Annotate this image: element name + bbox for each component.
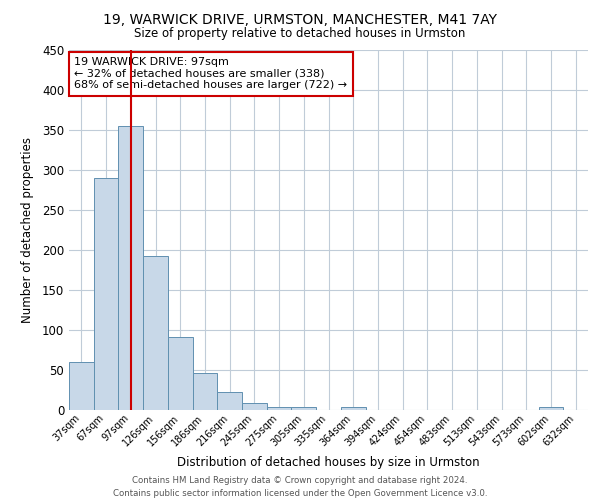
X-axis label: Distribution of detached houses by size in Urmston: Distribution of detached houses by size … bbox=[177, 456, 480, 469]
Y-axis label: Number of detached properties: Number of detached properties bbox=[20, 137, 34, 323]
Bar bbox=[539, 407, 563, 410]
Text: 19 WARWICK DRIVE: 97sqm
← 32% of detached houses are smaller (338)
68% of semi-d: 19 WARWICK DRIVE: 97sqm ← 32% of detache… bbox=[74, 57, 347, 90]
Bar bbox=[217, 392, 242, 410]
Text: 19, WARWICK DRIVE, URMSTON, MANCHESTER, M41 7AY: 19, WARWICK DRIVE, URMSTON, MANCHESTER, … bbox=[103, 12, 497, 26]
Bar bbox=[292, 407, 316, 410]
Bar bbox=[69, 362, 94, 410]
Bar bbox=[143, 256, 168, 410]
Bar bbox=[193, 373, 217, 410]
Text: Contains HM Land Registry data © Crown copyright and database right 2024.
Contai: Contains HM Land Registry data © Crown c… bbox=[113, 476, 487, 498]
Bar bbox=[94, 178, 118, 410]
Bar bbox=[118, 126, 143, 410]
Bar bbox=[267, 407, 292, 410]
Bar bbox=[242, 403, 267, 410]
Text: Size of property relative to detached houses in Urmston: Size of property relative to detached ho… bbox=[134, 28, 466, 40]
Bar bbox=[168, 337, 193, 410]
Bar bbox=[341, 407, 365, 410]
